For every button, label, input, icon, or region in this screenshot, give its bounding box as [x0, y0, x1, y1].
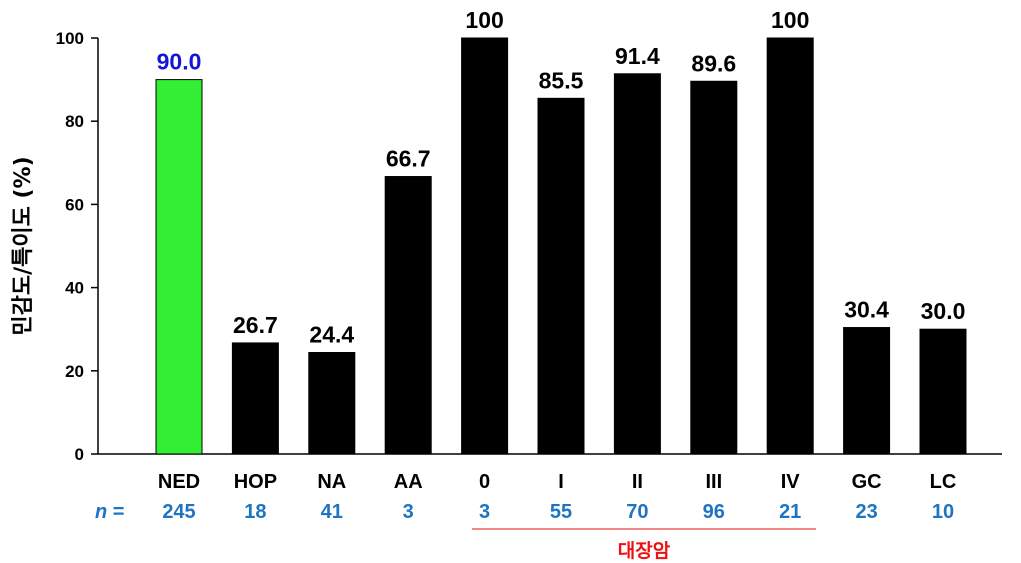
value-label: 26.7 [233, 312, 278, 338]
value-label: 100 [771, 7, 809, 33]
value-label: 91.4 [615, 43, 660, 69]
bar-iii [690, 80, 738, 455]
y-tick-label: 60 [65, 195, 84, 214]
bar-gc [843, 327, 891, 455]
bar-ned [155, 79, 203, 455]
n-value-label: 18 [244, 501, 266, 523]
y-ticks: 0 20 40 60 80 100 [56, 29, 98, 464]
y-tick-label: 100 [56, 29, 84, 48]
category-label: AA [394, 471, 423, 493]
bar-lc [919, 328, 967, 455]
bar-iv [766, 37, 814, 455]
value-label: 85.5 [539, 67, 584, 93]
n-value-label: 55 [550, 501, 572, 523]
category-label: II [632, 471, 643, 493]
n-value-label: 70 [626, 501, 648, 523]
value-label: 89.6 [691, 50, 736, 76]
y-tick-label: 40 [65, 279, 84, 298]
value-label: 100 [465, 7, 503, 33]
n-value-label: 21 [779, 501, 801, 523]
y-axis-title: 민감도/특이도 (%) [11, 156, 36, 335]
n-value-label: 3 [479, 501, 490, 523]
n-prefix-label: n = [95, 501, 124, 523]
group-bracket: 대장암 [472, 528, 816, 562]
category-label: HOP [234, 471, 277, 493]
category-labels: NED HOP NA AA 0 I II III IV GC LC [158, 471, 956, 493]
bars [155, 37, 967, 455]
category-label: GC [852, 471, 882, 493]
category-label: I [558, 471, 564, 493]
category-label: NA [317, 471, 346, 493]
group-label: 대장암 [618, 540, 671, 562]
value-label: 30.4 [844, 297, 889, 323]
value-label: 24.4 [309, 321, 354, 347]
category-label: IV [781, 471, 801, 493]
category-label: LC [930, 471, 957, 493]
category-label: III [705, 471, 722, 493]
value-label: 66.7 [386, 146, 431, 172]
bar-aa [384, 176, 432, 455]
value-labels: 90.0 26.7 24.4 66.7 100 85.5 91.4 89.6 100 30.4 30… [157, 7, 966, 347]
n-value-label: 41 [321, 501, 343, 523]
value-label: 90.0 [157, 49, 202, 75]
n-value-label: 245 [162, 501, 195, 523]
n-value-label: 10 [932, 501, 954, 523]
bar-na [308, 351, 356, 455]
value-label: 30.0 [921, 298, 966, 324]
n-value-label: 23 [855, 501, 877, 523]
y-tick-label: 0 [75, 445, 84, 464]
bar-0 [461, 37, 509, 455]
y-tick-label: 20 [65, 362, 84, 381]
bar-i [537, 97, 585, 455]
bar-hop [231, 342, 279, 455]
n-labels: n = 245 18 41 3 3 55 70 96 21 23 10 [95, 501, 954, 523]
bar-ii [613, 73, 661, 455]
n-value-label: 3 [403, 501, 414, 523]
y-tick-label: 80 [65, 112, 84, 131]
n-value-label: 96 [703, 501, 725, 523]
category-label: NED [158, 471, 200, 493]
category-label: 0 [479, 471, 490, 493]
